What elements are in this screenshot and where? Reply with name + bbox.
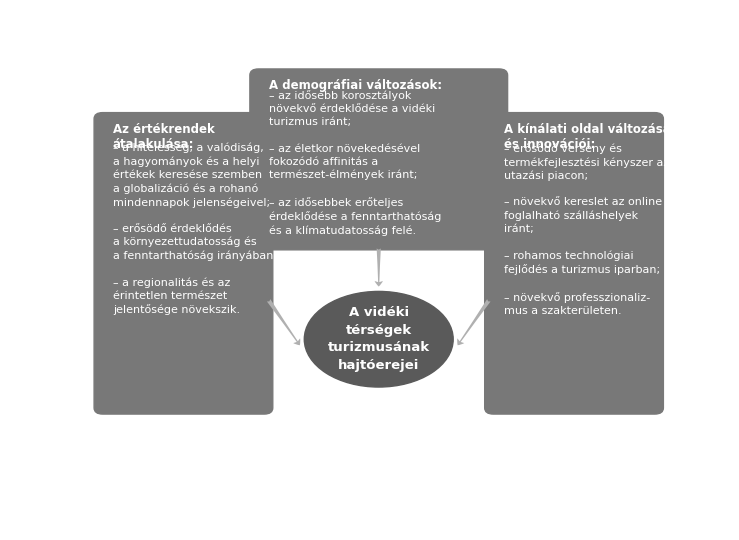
FancyBboxPatch shape bbox=[94, 113, 273, 414]
Text: A demográfiai változások:: A demográfiai változások: bbox=[269, 79, 442, 92]
Text: A kínálati oldal változásai
és innovációi:: A kínálati oldal változásai és innováció… bbox=[503, 123, 675, 151]
Text: – erősödő verseny és
termékfejlesztési kényszer az
utazási piacon;

– növekvő ke: – erősödő verseny és termékfejlesztési k… bbox=[503, 143, 669, 316]
Text: A vidéki
térségek
turizmusának
hajtóerejei: A vidéki térségek turizmusának hajtóerej… bbox=[327, 307, 430, 372]
Text: – az idősebb korosztályok
növekvő érdeklődése a vidéki
turizmus iránt;

– az éle: – az idősebb korosztályok növekvő érdekl… bbox=[269, 90, 441, 236]
FancyBboxPatch shape bbox=[250, 69, 508, 250]
FancyBboxPatch shape bbox=[485, 113, 664, 414]
Text: – a hitelesség, a valódiság,
a hagyományok és a helyi
értékek keresése szemben
a: – a hitelesség, a valódiság, a hagyomány… bbox=[113, 143, 277, 315]
Text: Az értékrendek
átalakulása:: Az értékrendek átalakulása: bbox=[113, 123, 215, 151]
Ellipse shape bbox=[304, 292, 453, 387]
